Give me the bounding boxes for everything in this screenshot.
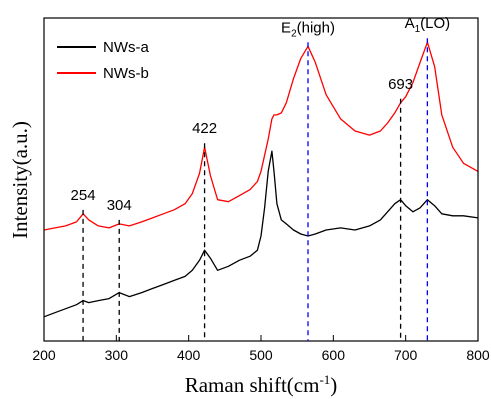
x-tick-label: 200 xyxy=(32,347,56,363)
series-line-nws-b xyxy=(43,41,479,231)
x-tick-label: 800 xyxy=(466,347,490,363)
legend-label-nws-b: NWs-b xyxy=(103,65,149,82)
x-axis-title: Raman shift(cm-1) xyxy=(185,372,338,397)
legend-label-nws-a: NWs-a xyxy=(103,39,149,56)
x-axis-ticks: 200 300 400 500 600 700 800 xyxy=(32,335,490,363)
y-axis-title: Intensity(a.u.) xyxy=(8,121,32,239)
peak-label: 304 xyxy=(107,197,132,214)
peak-label: 422 xyxy=(192,120,217,137)
legend: NWs-a NWs-b xyxy=(57,39,149,82)
x-tick-label: 500 xyxy=(249,347,273,363)
peak-label: E2(high) xyxy=(281,19,335,39)
x-tick-label: 300 xyxy=(105,347,129,363)
x-tick-label: 400 xyxy=(177,347,201,363)
x-tick-label: 600 xyxy=(322,347,346,363)
peak-label: 693 xyxy=(388,76,413,93)
peak-annotations: 254 304 422 E2(high) 693 A1(LO) xyxy=(71,15,451,341)
plot-area xyxy=(43,41,479,318)
series-line-nws-a xyxy=(43,150,479,318)
x-tick-label: 700 xyxy=(394,347,418,363)
peak-label: A1(LO) xyxy=(405,15,451,35)
peak-label: 254 xyxy=(71,187,96,204)
